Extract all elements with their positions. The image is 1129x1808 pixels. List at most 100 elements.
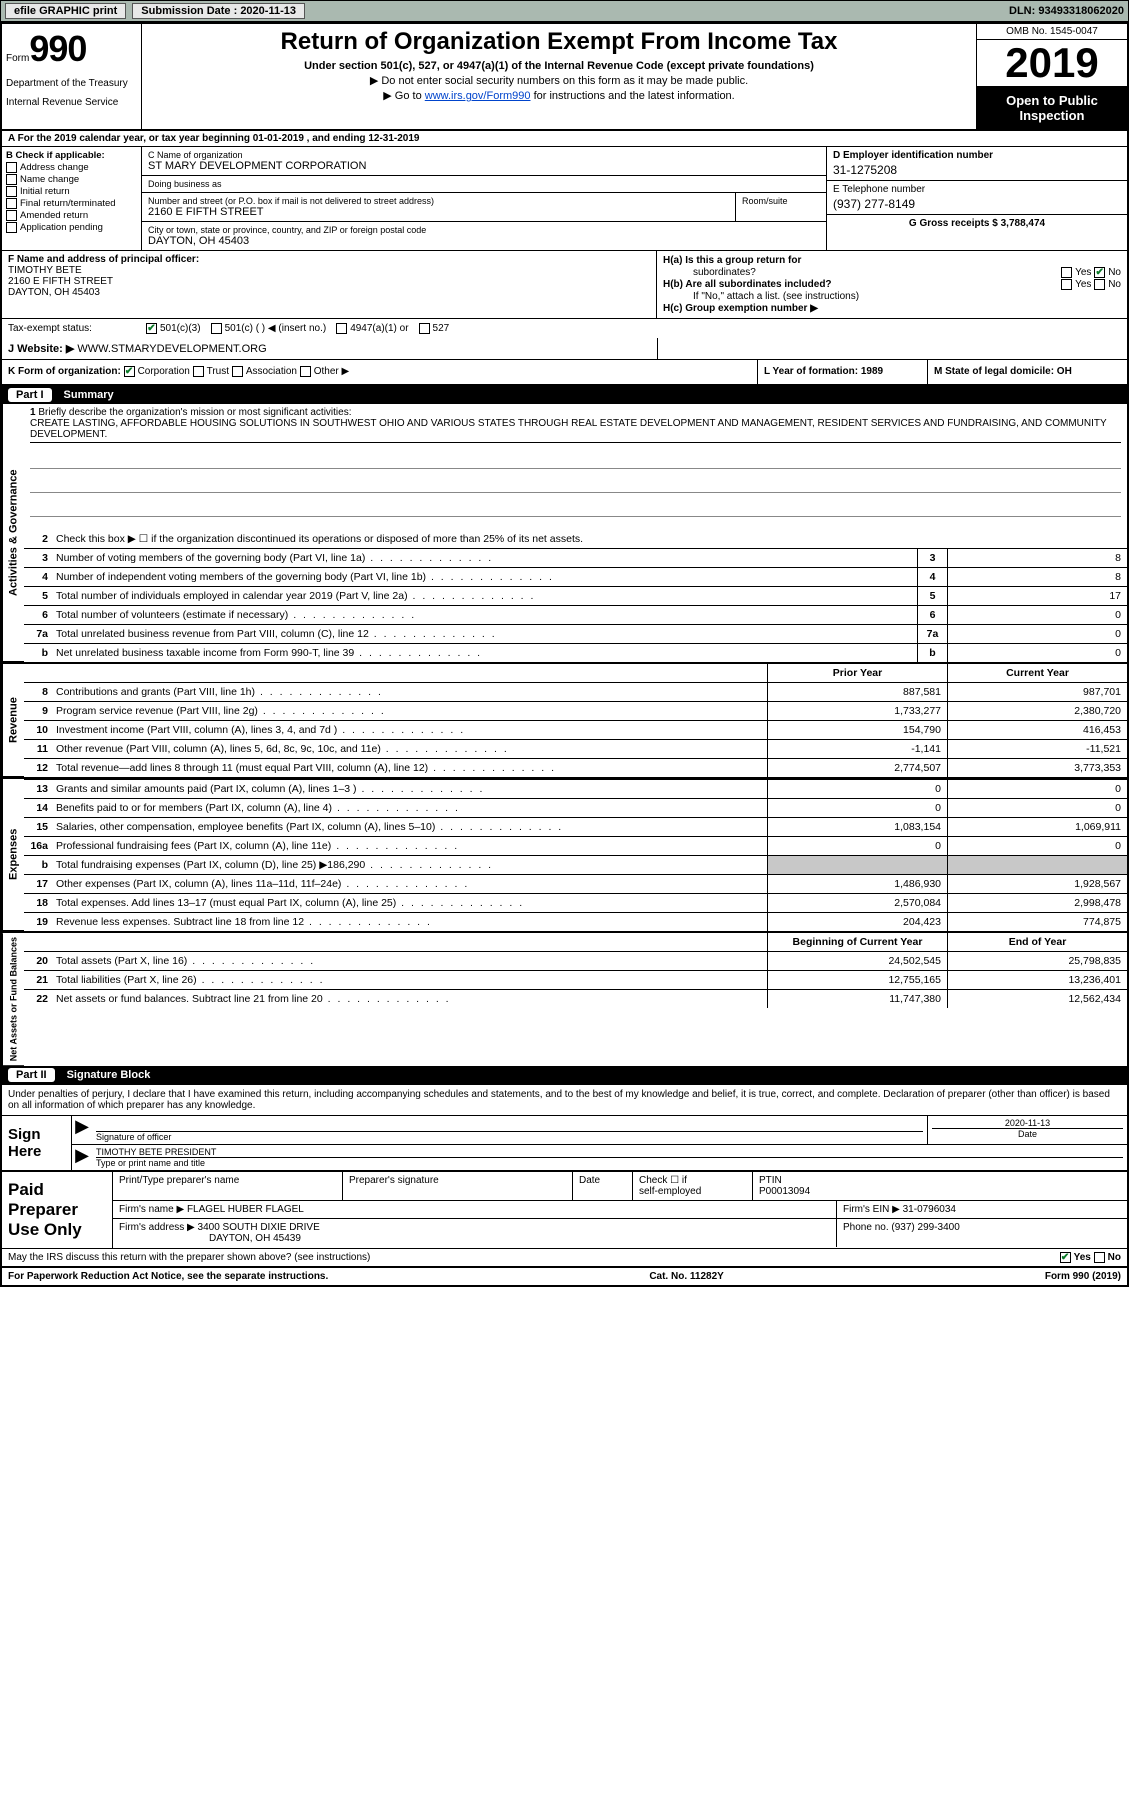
discuss-yesno: Yes No xyxy=(1060,1252,1121,1263)
brief-text: CREATE LASTING, AFFORDABLE HOUSING SOLUT… xyxy=(30,418,1121,443)
vtab-expenses: Expenses xyxy=(2,779,24,931)
data-line: 9Program service revenue (Part VIII, lin… xyxy=(24,701,1127,720)
note-ssn: Do not enter social security numbers on … xyxy=(146,74,972,87)
street-box: Number and street (or P.O. box if mail i… xyxy=(142,193,736,221)
brief-label: Briefly describe the organization's miss… xyxy=(38,407,351,418)
website-label: J Website: ▶ xyxy=(8,343,74,355)
sig-intro: Under penalties of perjury, I declare th… xyxy=(2,1084,1127,1115)
data-line: 13Grants and similar amounts paid (Part … xyxy=(24,779,1127,798)
sign-here-label: Sign Here xyxy=(2,1116,72,1170)
ein-label: D Employer identification number xyxy=(833,150,1121,161)
officer-name: TIMOTHY BETE xyxy=(8,265,650,276)
tax-year: 2019 xyxy=(977,40,1127,87)
colb-checkbox[interactable]: Application pending xyxy=(6,222,137,233)
prep-ptin: PTINP00013094 xyxy=(753,1172,1127,1200)
header-left: Form990 Department of the Treasury Inter… xyxy=(2,24,142,129)
part1-title: Summary xyxy=(64,389,114,401)
row-tax-status: Tax-exempt status: 501(c)(3) 501(c) ( ) … xyxy=(2,319,1127,338)
gov-line: 6Total number of volunteers (estimate if… xyxy=(24,605,1127,624)
org-name-label: C Name of organization xyxy=(148,150,820,160)
data-line: 20Total assets (Part X, line 16)24,502,5… xyxy=(24,951,1127,970)
irs-link[interactable]: www.irs.gov/Form990 xyxy=(425,90,531,102)
prep-row-3: Firm's address ▶ 3400 SOUTH DIXIE DRIVE … xyxy=(113,1219,1127,1247)
line2-text: Check this box ▶ ☐ if the organization d… xyxy=(52,530,1127,548)
cb-other[interactable] xyxy=(300,366,311,377)
inspect1: Open to Public xyxy=(979,93,1125,108)
colb-checkbox[interactable]: Initial return xyxy=(6,186,137,197)
website-cell: J Website: ▶ WWW.STMARYDEVELOPMENT.ORG xyxy=(2,338,657,359)
exp-section-wrap: Expenses 13Grants and similar amounts pa… xyxy=(2,777,1127,931)
prior-year-hdr: Prior Year xyxy=(767,664,947,682)
data-line: 19Revenue less expenses. Subtract line 1… xyxy=(24,912,1127,931)
gov-line: 5Total number of individuals employed in… xyxy=(24,586,1127,605)
colb-checkbox[interactable]: Address change xyxy=(6,162,137,173)
prep-row-2: Firm's name ▶ FLAGEL HUBER FLAGEL Firm's… xyxy=(113,1201,1127,1219)
opt-trust: Trust xyxy=(207,367,229,378)
opt-527: 527 xyxy=(433,323,450,334)
cb-corp[interactable] xyxy=(124,366,135,377)
form-title: Return of Organization Exempt From Incom… xyxy=(146,28,972,56)
rev-header-row: Prior Year Current Year xyxy=(24,664,1127,682)
efile-print-button[interactable]: efile GRAPHIC print xyxy=(5,3,126,19)
cb-527[interactable] xyxy=(419,323,430,334)
gov-line: bNet unrelated business taxable income f… xyxy=(24,643,1127,662)
city-value: DAYTON, OH 45403 xyxy=(148,235,820,247)
cb-assoc[interactable] xyxy=(232,366,243,377)
ein-value: 31-1275208 xyxy=(833,163,1121,177)
sig-date-label: Date xyxy=(932,1128,1123,1139)
city-label: City or town, state or province, country… xyxy=(148,225,820,235)
ha-yesno: Yes No xyxy=(1061,267,1121,278)
vtab-net-assets: Net Assets or Fund Balances xyxy=(2,933,24,1066)
cb-trust[interactable] xyxy=(193,366,204,377)
gov-section-wrap: Activities & Governance 1 Briefly descri… xyxy=(2,404,1127,662)
phone-label: E Telephone number xyxy=(833,184,1121,195)
part1-header: Part I Summary xyxy=(2,386,1127,404)
hb-note: If "No," attach a list. (see instruction… xyxy=(663,291,859,302)
website-link[interactable]: WWW.STMARYDEVELOPMENT.ORG xyxy=(77,343,266,355)
opt-4947: 4947(a)(1) or xyxy=(350,323,408,334)
prep-phone: Phone no. (937) 299-3400 xyxy=(837,1219,1127,1247)
part2-title: Signature Block xyxy=(67,1069,151,1081)
form-subtitle: Under section 501(c), 527, or 4947(a)(1)… xyxy=(146,60,972,72)
footer-right: Form 990 (2019) xyxy=(1045,1271,1121,1282)
discuss-row: May the IRS discuss this return with the… xyxy=(2,1248,1127,1266)
sign-body: ▶ Signature of officer 2020-11-13 Date ▶… xyxy=(72,1116,1127,1170)
tax-status-label: Tax-exempt status: xyxy=(8,323,136,334)
note2-pre: Go to xyxy=(395,90,425,102)
form-number: 990 xyxy=(29,28,86,69)
toolbar: efile GRAPHIC print Submission Date : 20… xyxy=(0,0,1129,22)
block-bcd: B Check if applicable: Address changeNam… xyxy=(2,147,1127,251)
hb-yesno: Yes No xyxy=(1061,279,1121,290)
footer: For Paperwork Reduction Act Notice, see … xyxy=(2,1266,1127,1285)
colb-checkbox[interactable]: Name change xyxy=(6,174,137,185)
colb-checkbox[interactable]: Final return/terminated xyxy=(6,198,137,209)
sig-officer-field: Signature of officer xyxy=(92,1116,927,1144)
ha-sub: subordinates? xyxy=(663,267,756,278)
org-name-value: ST MARY DEVELOPMENT CORPORATION xyxy=(148,160,820,172)
cb-501c[interactable] xyxy=(211,323,222,334)
data-line: 8Contributions and grants (Part VIII, li… xyxy=(24,682,1127,701)
phone-box: E Telephone number (937) 277-8149 xyxy=(827,181,1127,215)
row-a-calendar-year: A For the 2019 calendar year, or tax yea… xyxy=(2,131,1127,147)
prep-sig-hdr: Preparer's signature xyxy=(343,1172,573,1200)
eoy-hdr: End of Year xyxy=(947,933,1127,951)
line-2: 2 Check this box ▶ ☐ if the organization… xyxy=(24,530,1127,548)
sig-arrow-2: ▶ xyxy=(72,1145,92,1170)
cb-501c3[interactable] xyxy=(146,323,157,334)
officer-label: F Name and address of principal officer: xyxy=(8,254,650,265)
row-klm: K Form of organization: Corporation Trus… xyxy=(2,360,1127,385)
sig-date-val: 2020-11-13 xyxy=(932,1118,1123,1128)
sig-name-field: TIMOTHY BETE PRESIDENT Type or print nam… xyxy=(92,1145,1127,1170)
cb-4947[interactable] xyxy=(336,323,347,334)
data-line: 14Benefits paid to or for members (Part … xyxy=(24,798,1127,817)
brief-num: 1 xyxy=(30,407,36,418)
col-d: D Employer identification number 31-1275… xyxy=(827,147,1127,250)
row-fh: F Name and address of principal officer:… xyxy=(2,251,1127,319)
sig-line-2: ▶ TIMOTHY BETE PRESIDENT Type or print n… xyxy=(72,1145,1127,1170)
colb-checkbox[interactable]: Amended return xyxy=(6,210,137,221)
opt-other: Other ▶ xyxy=(314,367,349,378)
col-c: C Name of organization ST MARY DEVELOPME… xyxy=(142,147,827,250)
dept-treasury: Department of the Treasury xyxy=(6,78,137,89)
phone-value: (937) 277-8149 xyxy=(833,197,1121,211)
sig-name-label: Type or print name and title xyxy=(96,1158,1123,1168)
